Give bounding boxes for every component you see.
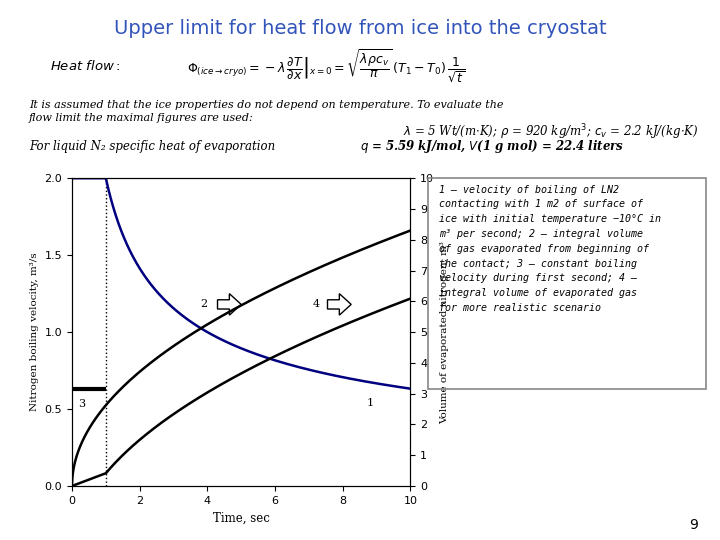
Text: $\Phi_{(ice\to cryo)}=-\lambda\,\left.\dfrac{\partial T}{\partial x}\right|_{x=0: $\Phi_{(ice\to cryo)}=-\lambda\,\left.\d… [187,48,465,84]
X-axis label: Time, sec: Time, sec [213,511,269,524]
Text: Upper limit for heat flow from ice into the cryostat: Upper limit for heat flow from ice into … [114,19,606,38]
Text: 1: 1 [366,398,374,408]
Text: 3: 3 [78,400,85,409]
Text: 9: 9 [690,518,698,532]
FancyArrow shape [217,294,241,315]
Text: For liquid N₂ specific heat of evaporation: For liquid N₂ specific heat of evaporati… [29,140,275,153]
Text: $\mathit{Heat\ flow:}$: $\mathit{Heat\ flow:}$ [50,59,121,73]
Text: 4: 4 [312,299,320,309]
Text: $\lambda$ = 5 Wt/(m$\cdot$K); $\rho$ = 920 kg/m$^3$; $c_v$ = 2.2 kJ/(kg$\cdot$K): $\lambda$ = 5 Wt/(m$\cdot$K); $\rho$ = 9… [402,123,698,142]
FancyArrow shape [328,294,351,315]
Y-axis label: Nitrogen boiling velocity, m³/s: Nitrogen boiling velocity, m³/s [30,253,39,411]
Y-axis label: Volume of evaporated nitrogen, m³: Volume of evaporated nitrogen, m³ [440,241,449,423]
Text: 1 — velocity of boiling of LN2
contacting with 1 m2 of surface of
ice with initi: 1 — velocity of boiling of LN2 contactin… [439,185,662,313]
Text: flow limit the maximal figures are used:: flow limit the maximal figures are used: [29,113,253,123]
Text: It is assumed that the ice properties do not depend on temperature. To evaluate : It is assumed that the ice properties do… [29,100,503,110]
Text: $q$ = 5.59 kJ/mol, $V$(1 g mol) = 22.4 liters: $q$ = 5.59 kJ/mol, $V$(1 g mol) = 22.4 l… [360,138,624,156]
Text: 2: 2 [201,299,207,309]
